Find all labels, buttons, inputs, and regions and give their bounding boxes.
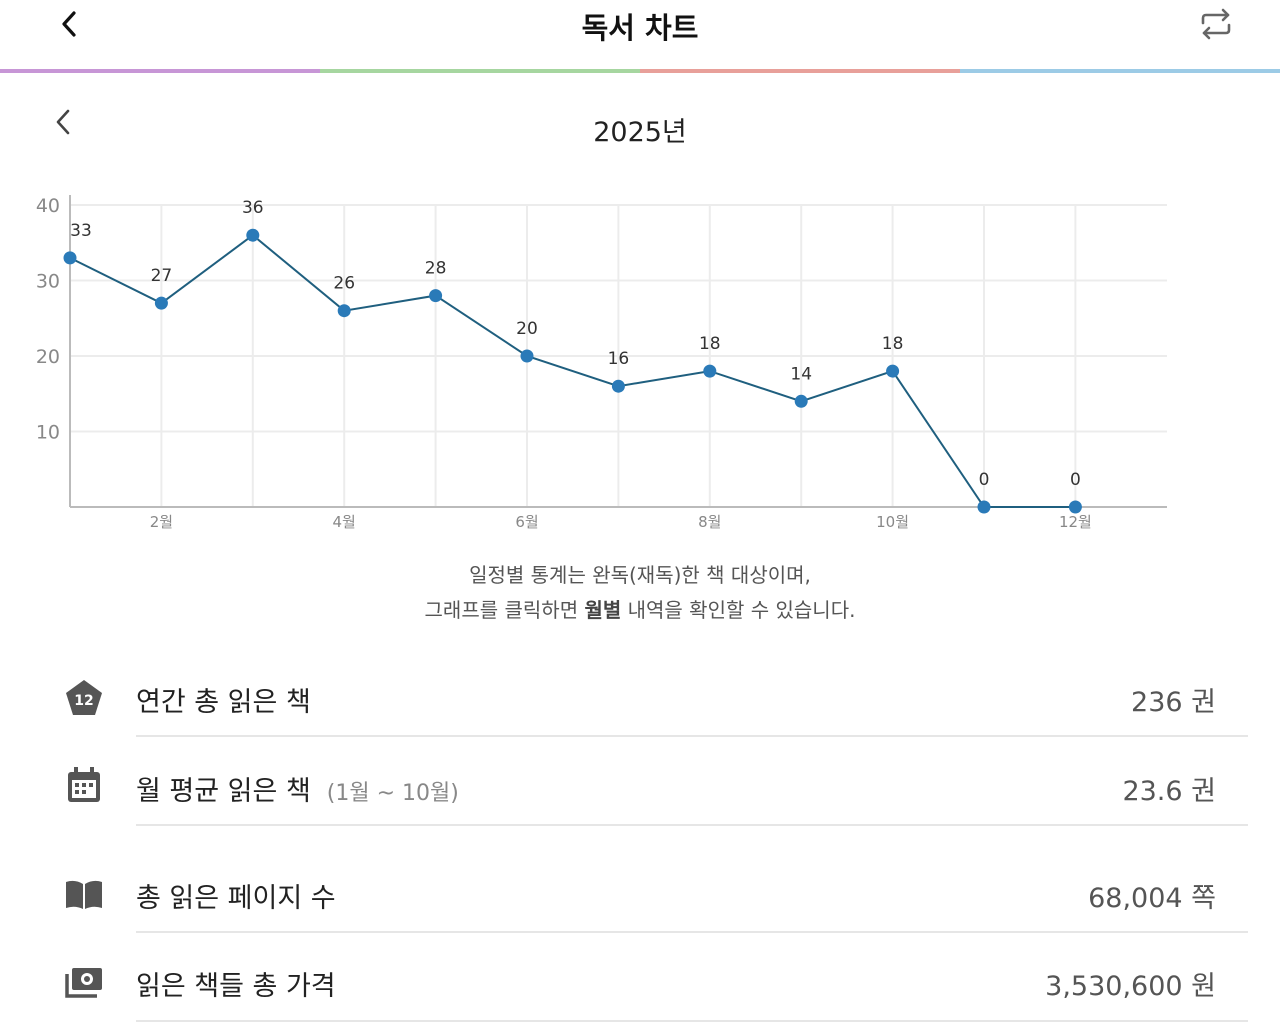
data-label: 20 <box>516 319 538 339</box>
year-label: 2025년 <box>593 117 687 148</box>
data-label: 14 <box>790 364 812 384</box>
divider <box>136 735 1248 737</box>
y-tick-label: 20 <box>36 346 60 368</box>
x-tick-label: 4월 <box>333 513 356 531</box>
stat-label-text: 월 평균 읽은 책 <box>136 776 311 807</box>
pentagon-badge-icon: 12 <box>66 680 102 715</box>
divider <box>136 824 1248 826</box>
repeat-arrows-icon <box>1201 8 1231 40</box>
monthly-reading-chart[interactable]: 10 20 30 40 2월 4월 6월 8월 10월 12월 33 27 36 26 28 20 16 18 1… <box>0 190 1280 540</box>
back-button[interactable] <box>52 4 92 44</box>
data-point <box>611 379 625 393</box>
data-label: 26 <box>333 274 355 294</box>
chevron-left-icon <box>56 109 70 135</box>
data-label: 18 <box>699 334 721 354</box>
badge-text: 12 <box>74 693 93 709</box>
stat-label: 월 평균 읽은 책 (1월 ~ 10월) <box>136 769 459 808</box>
data-point <box>63 251 77 265</box>
strip-segment <box>0 69 320 73</box>
data-point <box>886 364 900 378</box>
data-label: 16 <box>608 349 630 369</box>
note-line-1: 일정별 통계는 완독(재독)한 책 대상이며, <box>469 563 811 587</box>
stat-value: 23.6 권 <box>1122 776 1216 807</box>
stat-label: 총 읽은 페이지 수 <box>136 883 336 914</box>
data-point <box>337 304 351 318</box>
y-tick-label: 10 <box>36 422 60 444</box>
y-tick-label: 30 <box>36 271 60 293</box>
strip-segment <box>960 69 1280 73</box>
data-point <box>429 289 443 303</box>
prev-year-button[interactable] <box>46 104 82 140</box>
data-point <box>154 296 168 310</box>
data-label: 0 <box>979 470 990 490</box>
data-point <box>246 228 260 242</box>
x-tick-label: 12월 <box>1059 513 1092 531</box>
note-line-2-pre: 그래프를 클릭하면 <box>424 598 585 622</box>
strip-segment <box>640 69 960 73</box>
data-label: 18 <box>882 334 904 354</box>
data-label: 36 <box>242 198 264 218</box>
data-label: 28 <box>425 259 447 279</box>
chart-note: 일정별 통계는 완독(재독)한 책 대상이며, 그래프를 클릭하면 월별 내역을… <box>0 558 1280 628</box>
data-point <box>977 500 991 514</box>
x-tick-label: 6월 <box>515 513 538 531</box>
data-point <box>703 364 717 378</box>
data-label: 0 <box>1070 470 1081 490</box>
x-tick-label: 8월 <box>698 513 721 531</box>
note-line-2-post: 내역을 확인할 수 있습니다. <box>621 598 856 622</box>
data-label: 27 <box>151 266 173 286</box>
stat-row-total-pages: 총 읽은 페이지 수 68,004 쪽 <box>0 850 1280 938</box>
stat-label: 읽은 책들 총 가격 <box>136 971 336 1002</box>
data-point <box>1068 500 1082 514</box>
y-tick-label: 40 <box>36 195 60 217</box>
open-book-icon <box>66 880 102 909</box>
divider <box>136 1020 1248 1022</box>
data-label: 33 <box>70 221 92 241</box>
color-strip <box>0 69 1280 73</box>
stat-value: 68,004 쪽 <box>1088 883 1216 914</box>
stat-value: 236 권 <box>1131 687 1216 718</box>
data-point <box>520 349 534 363</box>
note-line-2: 그래프를 클릭하면 월별 내역을 확인할 수 있습니다. <box>0 593 1280 628</box>
money-icon <box>65 968 102 998</box>
note-line-2-bold: 월별 <box>584 598 622 622</box>
data-point <box>794 394 808 408</box>
top-bar: 독서 차트 <box>0 0 1280 73</box>
series-line <box>69 233 1076 508</box>
stat-label: 연간 총 읽은 책 <box>136 687 311 718</box>
stat-row-total-price: 읽은 책들 총 가격 3,530,600 원 <box>0 938 1280 1026</box>
page-title: 독서 차트 <box>581 11 699 45</box>
refresh-button[interactable] <box>1194 4 1238 44</box>
stat-row-monthly-avg: 월 평균 읽은 책 (1월 ~ 10월) 23.6 권 <box>0 743 1280 831</box>
stat-value: 3,530,600 원 <box>1045 971 1216 1002</box>
strip-segment <box>320 69 640 73</box>
x-tick-label: 10월 <box>876 513 909 531</box>
divider <box>136 931 1248 933</box>
stat-row-annual-books: 12 연간 총 읽은 책 236 권 <box>0 654 1280 742</box>
calendar-icon <box>68 767 100 802</box>
stat-sublabel: (1월 ~ 10월) <box>326 781 459 806</box>
chevron-left-icon <box>62 11 76 37</box>
x-tick-label: 2월 <box>150 513 173 531</box>
